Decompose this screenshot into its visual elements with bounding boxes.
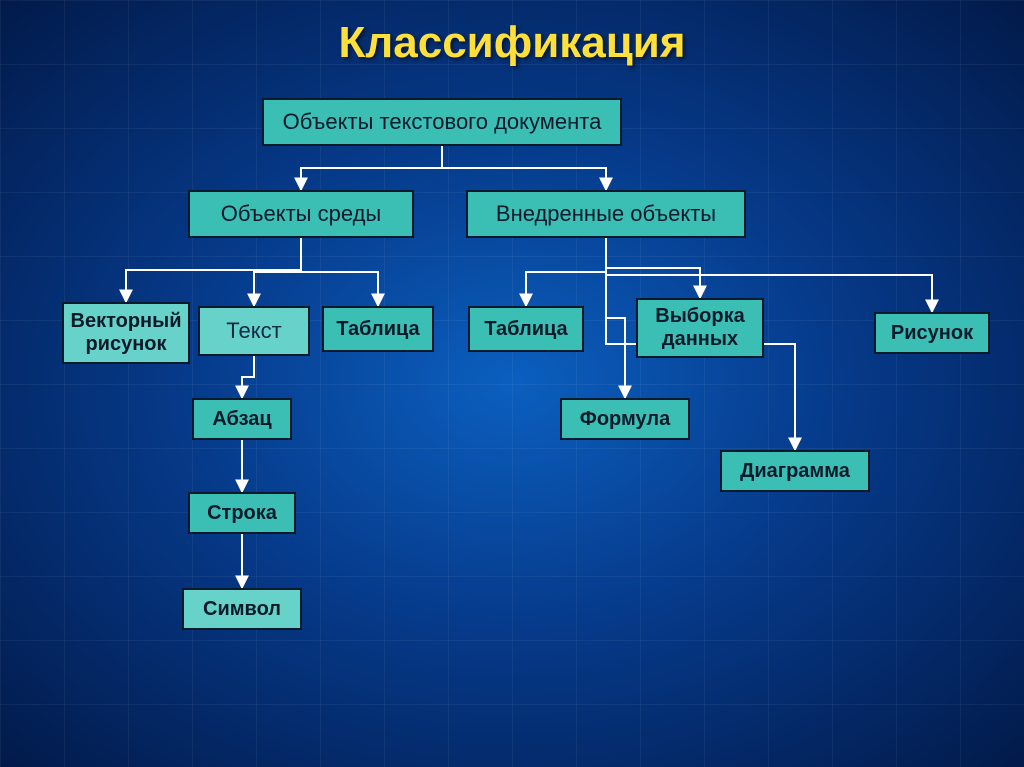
node-vect: Векторный рисунок	[62, 302, 190, 364]
node-table1: Таблица	[322, 306, 434, 352]
edge-root-to-env	[301, 146, 442, 190]
node-text: Текст	[198, 306, 310, 356]
node-pic: Рисунок	[874, 312, 990, 354]
node-env: Объекты среды	[188, 190, 414, 238]
node-diagram: Диаграмма	[720, 450, 870, 492]
node-line: Строка	[188, 492, 296, 534]
edge-embed-to-sample	[606, 238, 700, 298]
node-symbol: Символ	[182, 588, 302, 630]
slide: Классификация Объекты текстового докумен…	[0, 0, 1024, 767]
edge-text-to-para	[242, 356, 254, 398]
edge-embed-to-table2	[526, 238, 606, 306]
slide-title: Классификация	[0, 18, 1024, 68]
edge-embed-to-formula	[606, 238, 625, 398]
node-root: Объекты текстового документа	[262, 98, 622, 146]
edge-env-to-table1	[301, 238, 378, 306]
node-formula: Формула	[560, 398, 690, 440]
edge-env-to-text	[254, 238, 301, 306]
node-embed: Внедренные объекты	[466, 190, 746, 238]
edge-env-to-vect	[126, 238, 301, 302]
edge-root-to-embed	[442, 146, 606, 190]
node-sample: Выборка данных	[636, 298, 764, 358]
node-table2: Таблица	[468, 306, 584, 352]
node-para: Абзац	[192, 398, 292, 440]
